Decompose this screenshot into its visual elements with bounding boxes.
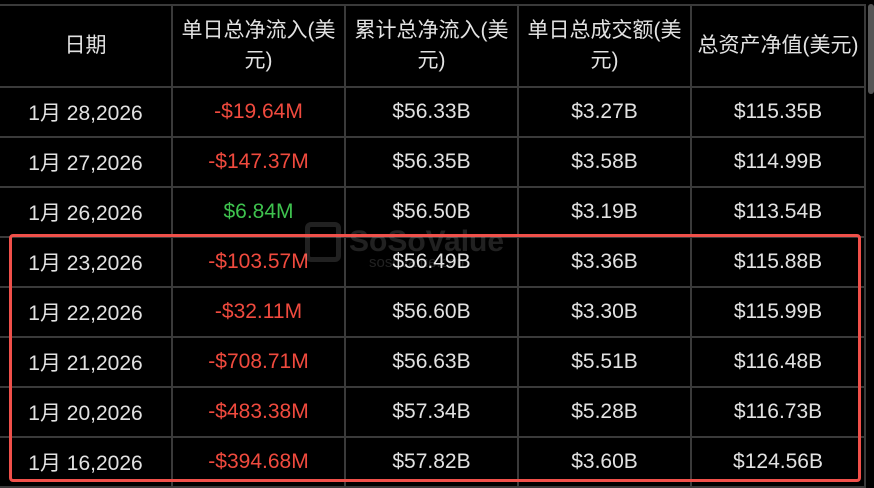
cell-total-net-assets: $115.35B bbox=[690, 86, 866, 138]
cell-daily-value-traded: $3.36B bbox=[517, 236, 692, 288]
cell-date: 1月 16,2026 bbox=[0, 436, 173, 488]
cell-daily-net-inflow: $6.84M bbox=[171, 186, 346, 238]
cell-date: 1月 21,2026 bbox=[0, 336, 173, 388]
header-cumulative-net-inflow[interactable]: 累计总净流入(美元) bbox=[344, 4, 519, 88]
header-total-net-assets[interactable]: 总资产净值(美元) bbox=[690, 4, 866, 88]
cell-date: 1月 27,2026 bbox=[0, 136, 173, 188]
cell-cumulative-net-inflow: $56.60B bbox=[344, 286, 519, 338]
cell-daily-value-traded: $5.28B bbox=[517, 386, 692, 438]
cell-date: 1月 23,2026 bbox=[0, 236, 173, 288]
scrollbar[interactable] bbox=[868, 4, 874, 94]
cell-cumulative-net-inflow: $56.50B bbox=[344, 186, 519, 238]
cell-daily-net-inflow: -$708.71M bbox=[171, 336, 346, 388]
header-row: 日期 单日总净流入(美元) 累计总净流入(美元) 单日总成交额(美元) 总资产净… bbox=[0, 4, 866, 88]
cell-date: 1月 28,2026 bbox=[0, 86, 173, 138]
cell-cumulative-net-inflow: $56.35B bbox=[344, 136, 519, 188]
cell-daily-value-traded: $3.58B bbox=[517, 136, 692, 188]
table-row[interactable]: 1月 28,2026 -$19.64M $56.33B $3.27B $115.35B bbox=[0, 86, 866, 138]
cell-total-net-assets: $115.99B bbox=[690, 286, 866, 338]
cell-cumulative-net-inflow: $57.82B bbox=[344, 436, 519, 488]
cell-daily-net-inflow: -$32.11M bbox=[171, 286, 346, 338]
cell-cumulative-net-inflow: $56.33B bbox=[344, 86, 519, 138]
header-daily-net-inflow[interactable]: 单日总净流入(美元) bbox=[171, 4, 346, 88]
cell-date: 1月 22,2026 bbox=[0, 286, 173, 338]
cell-total-net-assets: $115.88B bbox=[690, 236, 866, 288]
cell-daily-net-inflow: -$103.57M bbox=[171, 236, 346, 288]
cell-cumulative-net-inflow: $56.63B bbox=[344, 336, 519, 388]
cell-date: 1月 20,2026 bbox=[0, 386, 173, 438]
header-daily-value-traded[interactable]: 单日总成交额(美元) bbox=[517, 4, 692, 88]
table-row[interactable]: 1月 22,2026 -$32.11M $56.60B $3.30B $115.99B bbox=[0, 286, 866, 338]
table-row[interactable]: 1月 23,2026 -$103.57M $56.49B $3.36B $115.88B bbox=[0, 236, 866, 288]
table-row[interactable]: 1月 21,2026 -$708.71M $56.63B $5.51B $116.48B bbox=[0, 336, 866, 388]
cell-total-net-assets: $113.54B bbox=[690, 186, 866, 238]
cell-daily-net-inflow: -$483.38M bbox=[171, 386, 346, 438]
cell-total-net-assets: $116.48B bbox=[690, 336, 866, 388]
cell-total-net-assets: $116.73B bbox=[690, 386, 866, 438]
table-row[interactable]: 1月 20,2026 -$483.38M $57.34B $5.28B $116.73B bbox=[0, 386, 866, 438]
cell-date: 1月 26,2026 bbox=[0, 186, 173, 238]
cell-cumulative-net-inflow: $56.49B bbox=[344, 236, 519, 288]
header-date[interactable]: 日期 bbox=[0, 4, 173, 88]
cell-daily-net-inflow: -$19.64M bbox=[171, 86, 346, 138]
table-row[interactable]: 1月 16,2026 -$394.68M $57.82B $3.60B $124.56B bbox=[0, 436, 866, 488]
cell-total-net-assets: $114.99B bbox=[690, 136, 866, 188]
etf-flow-table: 日期 单日总净流入(美元) 累计总净流入(美元) 单日总成交额(美元) 总资产净… bbox=[0, 4, 866, 488]
cell-cumulative-net-inflow: $57.34B bbox=[344, 386, 519, 438]
cell-daily-value-traded: $3.60B bbox=[517, 436, 692, 488]
cell-total-net-assets: $124.56B bbox=[690, 436, 866, 488]
cell-daily-value-traded: $3.27B bbox=[517, 86, 692, 138]
cell-daily-value-traded: $3.30B bbox=[517, 286, 692, 338]
cell-daily-value-traded: $3.19B bbox=[517, 186, 692, 238]
table-row[interactable]: 1月 26,2026 $6.84M $56.50B $3.19B $113.54B bbox=[0, 186, 866, 238]
cell-daily-value-traded: $5.51B bbox=[517, 336, 692, 388]
cell-daily-net-inflow: -$147.37M bbox=[171, 136, 346, 188]
cell-daily-net-inflow: -$394.68M bbox=[171, 436, 346, 488]
table-row[interactable]: 1月 27,2026 -$147.37M $56.35B $3.58B $114.99B bbox=[0, 136, 866, 188]
